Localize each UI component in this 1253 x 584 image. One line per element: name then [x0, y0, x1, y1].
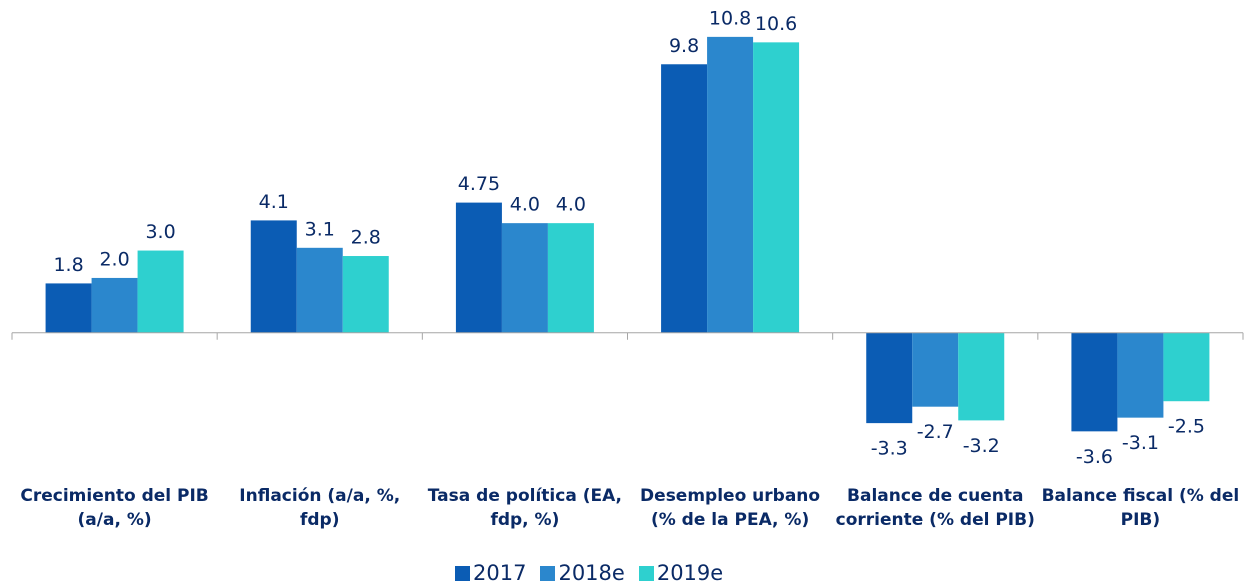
x-tick-label: Desempleo urbano (% de la PEA, %) — [640, 486, 821, 530]
bar — [958, 332, 1005, 421]
data-label: -3.1 — [1122, 432, 1159, 454]
data-label: 4.75 — [458, 173, 500, 195]
bar — [1163, 332, 1210, 402]
data-label: 10.8 — [709, 7, 751, 29]
bar — [866, 332, 913, 424]
bar — [1071, 332, 1118, 432]
legend-swatch — [638, 565, 654, 581]
legend-item: 2018e — [540, 561, 625, 584]
bar — [547, 223, 594, 333]
data-label: 3.0 — [145, 221, 175, 243]
bar — [45, 283, 92, 333]
legend-label: 2019e — [656, 561, 724, 584]
bar — [455, 202, 502, 333]
bar — [707, 36, 754, 333]
bar — [342, 256, 389, 333]
data-label: 1.8 — [53, 254, 83, 276]
legend: 2017 2018e 2019e — [455, 561, 737, 584]
data-label: 3.1 — [305, 218, 335, 240]
legend-swatch — [540, 565, 556, 581]
bar — [137, 250, 184, 333]
data-label: 2.0 — [99, 248, 129, 270]
data-label: 2.8 — [351, 227, 381, 249]
bar — [753, 42, 800, 333]
x-tick-label: Inflación (a/a, %, fdp) — [239, 486, 401, 530]
x-tick-label: Balance fiscal (% del PIB) — [1041, 486, 1240, 530]
data-label: -3.3 — [871, 438, 908, 460]
x-tick-label: Crecimiento del PIB (a/a, %) — [20, 486, 209, 530]
data-label: 10.6 — [755, 13, 797, 35]
bar — [1117, 332, 1164, 418]
legend-swatch — [455, 565, 470, 581]
data-label: -3.2 — [963, 435, 1000, 457]
data-label: -3.6 — [1076, 446, 1113, 468]
legend-item: 2017 — [455, 561, 526, 584]
data-label: 4.0 — [510, 194, 540, 216]
x-tick-label: Balance de cuenta corriente (% del PIB) — [835, 486, 1035, 530]
bar — [250, 220, 297, 333]
bar — [296, 247, 343, 333]
data-label: -2.7 — [917, 421, 954, 443]
data-label: 4.1 — [259, 191, 289, 213]
legend-item: 2019e — [638, 561, 724, 584]
bar — [91, 277, 138, 333]
legend-label: 2017 — [473, 561, 527, 584]
legend-label: 2018e — [558, 561, 625, 584]
data-label: 4.0 — [556, 194, 586, 216]
data-label: -2.5 — [1168, 416, 1205, 438]
bar — [661, 64, 708, 333]
bar — [912, 332, 959, 407]
bar — [501, 223, 548, 333]
x-tick-label: Tasa de política (EA, fdp, %) — [427, 486, 623, 530]
data-label: 9.8 — [669, 35, 699, 57]
